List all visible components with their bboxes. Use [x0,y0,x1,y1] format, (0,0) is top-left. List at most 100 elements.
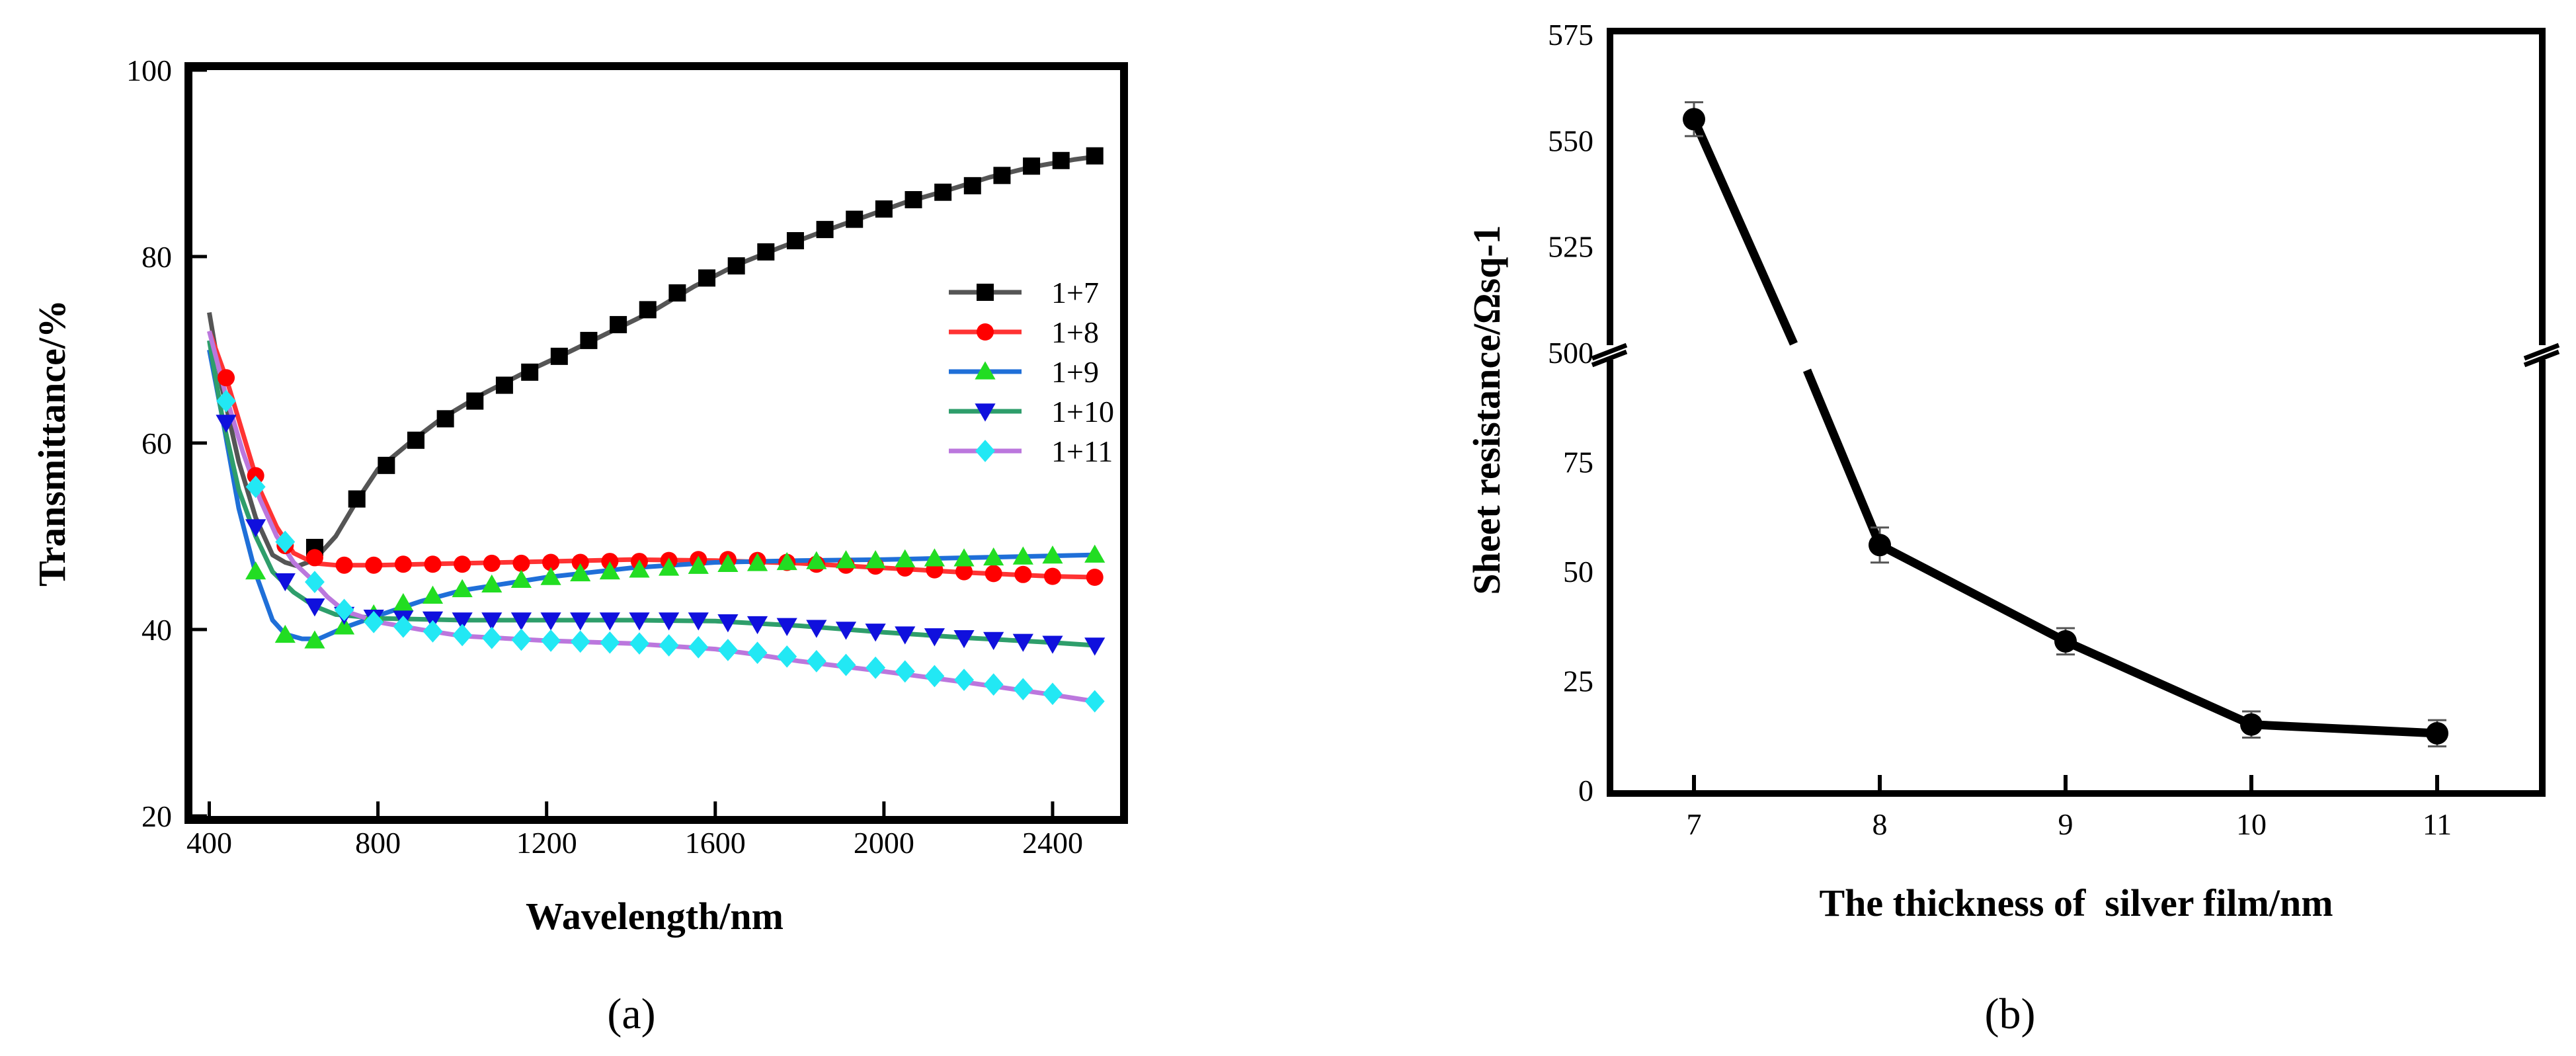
panel-a-y-tick-label: 100 [126,54,172,87]
data-point-1-9 [806,551,827,569]
panel-a-y-ticks: 20 40 60 80 100 [126,54,207,833]
data-point-1-11 [777,645,797,668]
data-point-1-9 [570,563,591,582]
data-point-1-11 [688,635,709,659]
panel-b-label: (b) [1985,990,2036,1038]
data-point-1-11 [895,660,915,683]
data-point-1-11 [806,650,826,672]
data-point-1-10 [540,612,561,631]
data-point-1-10 [717,614,739,633]
data-point-1-11 [1043,682,1063,706]
data-point-1-11 [541,630,561,652]
legend-marker-1-10 [975,403,996,422]
data-point-1-10 [835,622,857,640]
legend-marker-1-8 [977,323,994,341]
data-point-1-10 [688,612,709,631]
data-point-1-11 [275,530,296,553]
data-point-1-11 [570,630,590,653]
data-point-1-7 [407,431,424,449]
legend-label-1-11: 1+11 [1051,434,1113,468]
panel-b-y-tick-label: 75 [1563,446,1593,479]
panel-b-break-mark-left [1591,343,1628,368]
data-point-1-9 [717,553,739,572]
panel-a-series-markers [216,147,1106,713]
data-point-1-11 [481,626,502,649]
panel-b-x-tick-label: 11 [2423,807,2452,841]
data-point-1-9 [393,592,414,612]
data-point-1-8 [335,556,353,574]
data-point [1683,108,1705,131]
data-point [2426,721,2448,745]
data-point-1-10 [1012,633,1033,652]
panel-a-label: (a) [607,990,655,1038]
data-point-1-10 [216,415,237,433]
data-point-1-10 [746,616,768,635]
data-point-1-7 [1052,151,1070,169]
panel-a-y-tick-label: 60 [141,426,172,460]
data-point-1-9 [688,555,709,574]
panel-a-x-axis-title: Wavelength/nm [526,895,784,938]
data-point-1-10 [983,631,1004,651]
panel-b-x-ticks: 7 8 9 10 11 [1687,775,2452,841]
data-point-1-7 [348,490,366,508]
data-point-1-10 [924,628,945,647]
panel-b: 7 8 9 10 11 0 25 50 75 500 525 550 575 The thicknes… [1465,18,2562,1038]
data-point-1-11 [836,653,856,676]
panel-a-y-tick-label: 80 [141,240,172,274]
data-point-1-11 [304,571,325,593]
data-point-1-9 [776,551,797,571]
panel-b-y-tick-label: 500 [1548,336,1593,370]
series-line-segment [1802,368,1884,547]
data-point-1-10 [245,519,266,538]
panel-b-x-axis-title: The thickness of silver film/nm [1819,881,2333,924]
data-point-1-7 [580,331,598,349]
panel-a-x-tick-label: 800 [355,826,401,860]
data-point-1-9 [629,559,650,578]
legend-label-1-10: 1+10 [1051,395,1114,428]
data-point-1-9 [422,585,444,604]
data-point-1-9 [599,561,620,580]
panel-a-x-tick-label: 2000 [854,826,914,860]
data-point-1-8 [394,555,412,573]
data-point-1-7 [934,183,952,201]
data-point-1-8 [1086,569,1104,587]
data-point-1-10 [599,612,620,631]
data-point-1-9 [865,550,886,569]
data-point-1-11 [600,631,620,654]
data-point-1-7 [436,410,454,428]
data-point-1-7 [727,257,745,275]
panel-b-y-tick-label: 550 [1548,124,1593,157]
panel-b-x-tick-label: 8 [1872,807,1888,841]
data-point-1-9 [983,547,1004,566]
panel-b-break-mark-right [2523,343,2560,368]
data-point-1-11 [717,639,738,661]
panel-a-y-tick-label: 20 [141,799,172,833]
panel-a-x-ticks: 400 800 1200 1600 2000 2400 [186,801,1083,860]
data-point-1-7 [757,243,775,261]
data-point-1-11 [511,628,532,651]
data-point-1-8 [305,549,323,567]
data-point-1-8 [1014,565,1032,583]
data-point-1-11 [954,669,974,692]
data-point-1-7 [963,177,981,194]
data-point-1-10 [304,598,325,617]
data-point-1-7 [816,221,834,239]
data-point-1-9 [746,553,768,571]
data-point-1-7 [905,190,922,208]
data-point-1-8 [454,555,471,573]
data-point-1-11 [983,673,1004,696]
panel-a-x-tick-label: 1200 [516,826,577,860]
data-point-1-8 [1043,567,1061,585]
data-point-1-7 [1023,157,1041,175]
data-point-1-7 [466,392,484,410]
data-point-1-7 [521,363,539,381]
data-point-1-9 [510,569,532,588]
panel-b-y-tick-label: 0 [1578,774,1593,807]
data-point-1-10 [895,626,916,645]
panel-b-y-axis-title: Sheet resistance/Ωsq-1 [1465,225,1508,594]
data-point-1-7 [875,200,893,218]
data-point-1-9 [953,548,975,567]
data-point-1-10 [510,612,532,631]
data-point-1-11 [1013,678,1033,701]
